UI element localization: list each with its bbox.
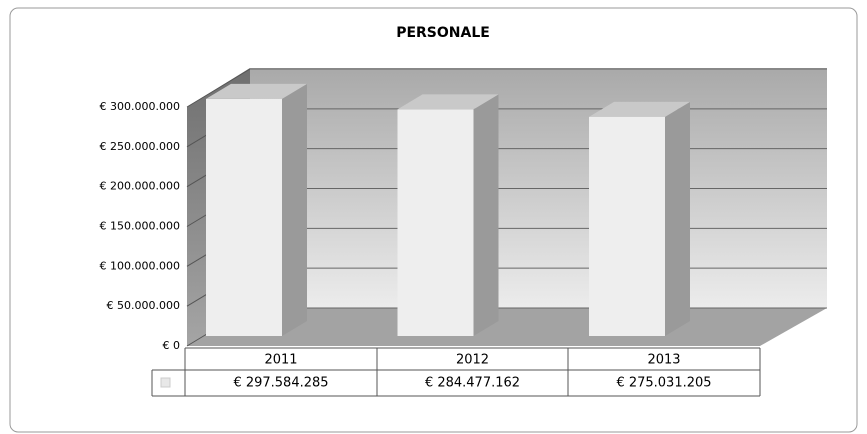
bar (206, 98, 282, 336)
bar (589, 116, 665, 336)
bar-side (665, 101, 690, 336)
y-tick-label: € 0 (163, 339, 181, 352)
y-tick-label: € 50.000.000 (107, 299, 180, 312)
data-table (151, 347, 761, 397)
y-tick-label: € 250.000.000 (100, 140, 180, 153)
y-tick-label: € 150.000.000 (100, 220, 180, 233)
y-tick-label: € 300.000.000 (100, 100, 180, 113)
data-label: € 284.477.162 (425, 376, 520, 391)
y-tick-label: € 100.000.000 (100, 259, 180, 272)
grid-line (186, 68, 251, 108)
chart-title: PERSONALE (396, 25, 490, 41)
x-tick-label: 2012 (456, 353, 489, 368)
x-tick-label: 2011 (264, 353, 297, 368)
x-tick-label: 2013 (647, 353, 680, 368)
bar-top (589, 101, 690, 117)
bar (397, 109, 474, 336)
data-label: € 297.584.285 (233, 376, 328, 391)
legend-key (160, 377, 171, 388)
bar-side (282, 83, 307, 336)
data-label: € 275.031.205 (616, 376, 711, 391)
bar-top (206, 83, 307, 99)
y-tick-label: € 200.000.000 (100, 180, 180, 193)
bar-side (473, 94, 499, 336)
bar-top (397, 94, 499, 110)
